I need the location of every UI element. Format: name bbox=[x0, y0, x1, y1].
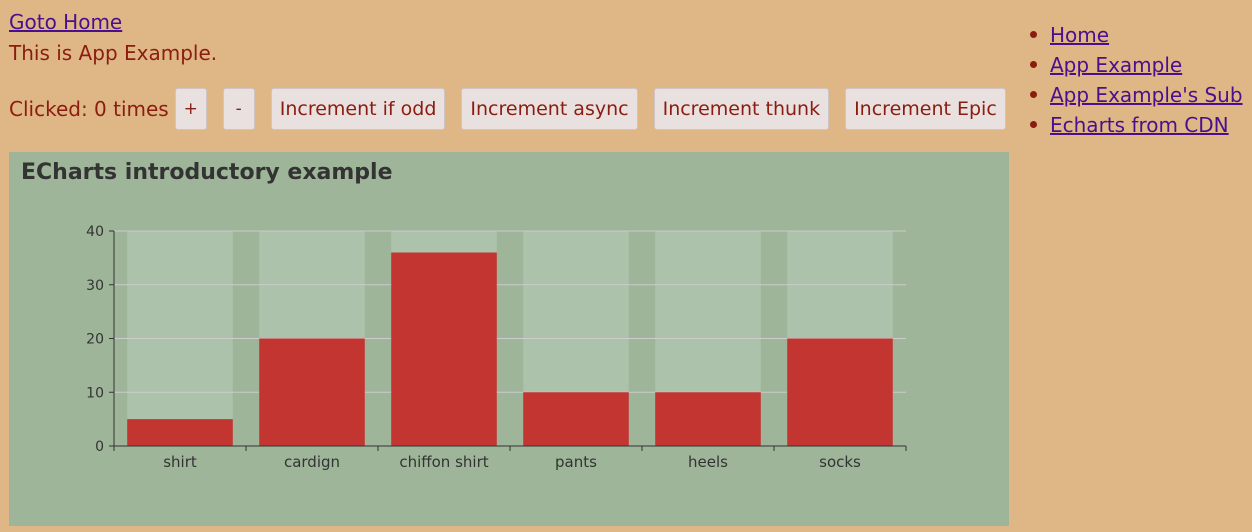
bullet-icon bbox=[1030, 31, 1037, 38]
nav-link-echarts-cdn[interactable]: Echarts from CDN bbox=[1050, 113, 1229, 137]
bar-shirt bbox=[127, 419, 233, 446]
x-tick-label: shirt bbox=[163, 453, 197, 471]
bar-pants bbox=[523, 392, 629, 446]
echarts-container: ECharts introductory example 0 10 20 30 40 shi… bbox=[9, 152, 1009, 526]
nav-item-echarts-cdn: Echarts from CDN bbox=[1030, 110, 1243, 140]
x-tick-label: cardign bbox=[284, 453, 340, 471]
increment-epic-button[interactable]: Increment Epic bbox=[845, 88, 1006, 130]
bar-chiffon-shirt bbox=[391, 252, 497, 446]
x-tick-label: chiffon shirt bbox=[399, 453, 488, 471]
bullet-icon bbox=[1030, 61, 1037, 68]
increment-async-button[interactable]: Increment async bbox=[461, 88, 638, 130]
page-description: This is App Example. bbox=[9, 41, 218, 65]
nav-list: Home App Example App Example's Sub Echar… bbox=[1030, 20, 1243, 140]
y-tick-label: 10 bbox=[86, 385, 104, 401]
chart-title: ECharts introductory example bbox=[21, 160, 393, 185]
click-counter-text: Clicked: 0 times bbox=[9, 97, 169, 121]
nav-link-app-example[interactable]: App Example bbox=[1050, 53, 1183, 77]
bullet-icon bbox=[1030, 121, 1037, 128]
increment-thunk-button[interactable]: Increment thunk bbox=[653, 88, 830, 130]
bullet-icon bbox=[1030, 91, 1037, 98]
x-tick-label: heels bbox=[688, 453, 728, 471]
y-tick-label: 30 bbox=[86, 278, 104, 294]
bar-heels bbox=[655, 392, 761, 446]
y-tick-label: 0 bbox=[95, 439, 104, 455]
nav-item-app-example-sub: App Example's Sub bbox=[1030, 80, 1243, 110]
bar-socks bbox=[787, 338, 893, 446]
nav-link-app-example-sub[interactable]: App Example's Sub bbox=[1050, 83, 1243, 107]
x-tick-label: pants bbox=[555, 453, 597, 471]
bar-chart: ECharts introductory example 0 10 20 30 40 shi… bbox=[21, 160, 907, 471]
y-tick-label: 20 bbox=[86, 332, 104, 348]
decrement-button[interactable]: - bbox=[222, 88, 255, 130]
x-tick-label: socks bbox=[819, 453, 861, 471]
nav-item-app-example: App Example bbox=[1030, 50, 1243, 80]
bar-cardign bbox=[259, 338, 365, 446]
increment-if-odd-button[interactable]: Increment if odd bbox=[270, 88, 446, 130]
goto-home-link[interactable]: Goto Home bbox=[9, 10, 123, 34]
increment-button[interactable]: + bbox=[174, 88, 207, 130]
counter-controls: Clicked: 0 times + - Increment if odd In… bbox=[9, 88, 1022, 130]
y-tick-label: 40 bbox=[86, 224, 104, 240]
nav-link-home[interactable]: Home bbox=[1050, 23, 1110, 47]
nav-item-home: Home bbox=[1030, 20, 1243, 50]
